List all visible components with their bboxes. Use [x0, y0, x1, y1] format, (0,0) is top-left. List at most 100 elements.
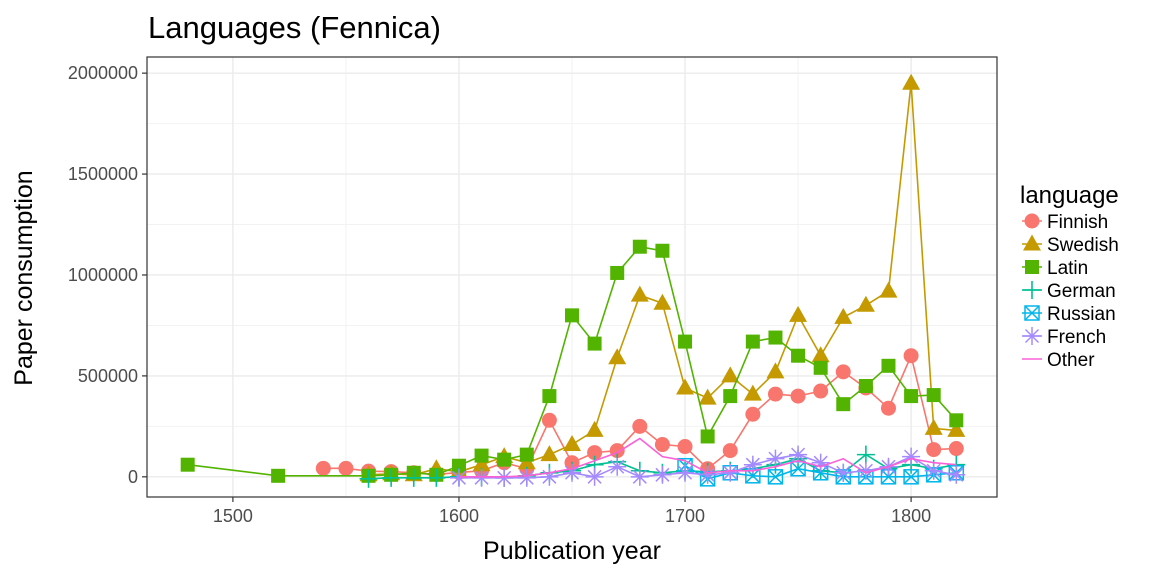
- point-swedish: [856, 295, 875, 312]
- point-latin: [587, 336, 602, 351]
- series-line-other: [459, 437, 957, 478]
- point-latin: [180, 457, 195, 472]
- point-latin: [836, 397, 851, 412]
- point-latin: [474, 448, 489, 463]
- point-finnish: [835, 364, 851, 380]
- point-french: [540, 467, 559, 486]
- point-swedish: [766, 362, 785, 379]
- point-latin: [565, 308, 579, 323]
- legend-key-finnish: [1024, 213, 1040, 229]
- point-german: [359, 469, 378, 488]
- legend-label-finnish: Finnish: [1047, 212, 1108, 233]
- point-french: [585, 467, 604, 486]
- legend-item-russian: Russian: [1022, 304, 1116, 325]
- y-tick-label: 0: [128, 467, 138, 487]
- legend-item-other: Other: [1022, 350, 1095, 371]
- point-swedish: [540, 445, 559, 462]
- point-finnish: [903, 348, 919, 364]
- point-latin: [926, 388, 941, 403]
- y-tick-label: 1500000: [68, 164, 138, 184]
- legend-label-russian: Russian: [1047, 304, 1116, 325]
- point-french: [766, 449, 785, 468]
- legend-label-french: French: [1047, 327, 1106, 348]
- legend-item-finnish: Finnish: [1022, 212, 1108, 233]
- point-french: [653, 465, 672, 484]
- point-swedish: [585, 420, 604, 437]
- x-axis: 1500 1600 1700 1800: [213, 497, 931, 526]
- point-russian: [767, 469, 784, 485]
- point-swedish: [743, 384, 762, 401]
- point-german: [404, 468, 423, 487]
- point-finnish: [722, 443, 738, 459]
- legend-key-french: [1023, 327, 1041, 345]
- point-swedish: [834, 307, 853, 324]
- y-tick-label: 500000: [78, 366, 138, 386]
- point-german: [382, 468, 401, 487]
- point-french: [721, 463, 740, 482]
- series-latin: [180, 239, 964, 483]
- point-latin: [858, 378, 873, 393]
- legend-key-russian: [1024, 305, 1040, 321]
- point-finnish: [587, 445, 603, 461]
- series-other: [459, 437, 957, 478]
- point-latin: [949, 413, 964, 428]
- point-swedish: [698, 388, 717, 405]
- point-french: [630, 467, 649, 486]
- plot-panel: [146, 56, 998, 498]
- legend-label-german: German: [1047, 281, 1116, 302]
- point-french: [676, 463, 695, 482]
- point-swedish: [902, 73, 921, 90]
- point-swedish: [721, 366, 740, 383]
- point-latin: [723, 389, 738, 404]
- point-latin: [768, 330, 783, 345]
- point-latin: [881, 358, 896, 373]
- point-latin: [700, 429, 715, 444]
- point-latin: [542, 389, 557, 404]
- x-axis-title: Publication year: [483, 537, 661, 565]
- point-finnish: [790, 388, 806, 404]
- legend-label-other: Other: [1047, 350, 1095, 371]
- y-tick-label: 2000000: [68, 63, 138, 83]
- point-finnish: [541, 412, 557, 428]
- point-latin: [610, 265, 625, 280]
- point-russian: [903, 469, 919, 485]
- point-finnish: [654, 437, 670, 453]
- point-french: [472, 468, 491, 487]
- point-french: [563, 463, 581, 482]
- legend-label-latin: Latin: [1047, 258, 1088, 279]
- point-swedish: [653, 293, 672, 310]
- point-latin: [497, 452, 512, 467]
- point-french: [608, 457, 627, 476]
- y-axis: 0 500000 1000000 1500000 2000000: [68, 63, 147, 487]
- point-french: [902, 447, 921, 466]
- point-swedish: [608, 348, 627, 365]
- point-finnish: [880, 400, 896, 416]
- chart-title: Languages (Fennica): [148, 10, 441, 45]
- y-tick-label: 1000000: [68, 265, 138, 285]
- point-finnish: [767, 386, 783, 402]
- legend-title: language: [1020, 182, 1119, 209]
- point-swedish: [924, 418, 943, 435]
- point-french: [495, 468, 514, 487]
- point-swedish: [676, 378, 695, 395]
- point-latin: [655, 243, 670, 258]
- point-finnish: [315, 460, 331, 476]
- point-swedish: [563, 435, 581, 452]
- point-latin: [632, 239, 647, 254]
- point-french: [449, 468, 468, 487]
- point-french: [834, 463, 853, 482]
- legend-item-german: German: [1022, 281, 1116, 302]
- y-axis-title: Paper consumption: [10, 170, 38, 385]
- x-tick-label: 1700: [665, 506, 705, 526]
- legend-item-french: French: [1022, 327, 1106, 348]
- legend-item-swedish: Swedish: [1022, 234, 1119, 256]
- point-swedish: [789, 305, 808, 322]
- point-french: [517, 468, 536, 487]
- legend-key-german: [1023, 281, 1041, 299]
- point-finnish: [948, 441, 964, 457]
- point-finnish: [926, 442, 942, 458]
- plot-border: [146, 56, 998, 498]
- legend: language FinnishSwedishLatinGermanRussia…: [1020, 182, 1119, 371]
- point-french: [947, 465, 966, 484]
